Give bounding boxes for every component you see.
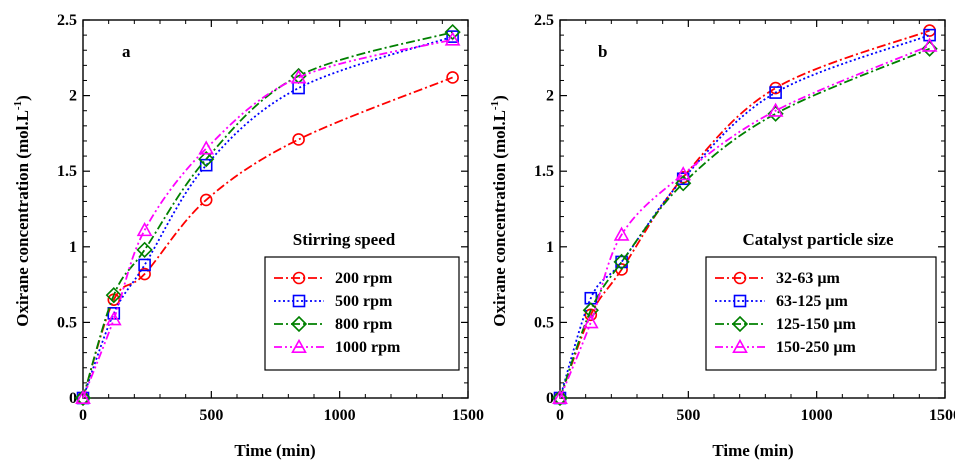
- x-axis-title: Time (min): [712, 441, 793, 460]
- data-point: [75, 389, 91, 405]
- data-point: [552, 389, 568, 405]
- series-line: [559, 44, 930, 399]
- legend-label: 1000 rpm: [335, 339, 401, 356]
- y-tick-label: 1: [546, 239, 554, 256]
- data-point: [199, 193, 213, 207]
- series-line: [82, 31, 453, 399]
- x-tick-label: 0: [79, 407, 87, 424]
- series-line: [82, 76, 453, 399]
- y-tick-label: 0.5: [534, 314, 554, 331]
- x-tick-label: 500: [676, 407, 700, 424]
- data-point: [136, 241, 153, 258]
- data-point: [613, 253, 630, 271]
- legend-label: 150-250 µm: [776, 339, 857, 356]
- legend-title: Catalyst particle size: [742, 230, 894, 249]
- y-axis-title: Oxirane concentration (mol.L-1): [12, 95, 32, 327]
- data-point: [444, 23, 461, 41]
- series-line: [559, 47, 930, 399]
- y-tick-label: 1: [69, 239, 77, 256]
- data-point: [769, 86, 782, 99]
- plot-area: [551, 19, 946, 407]
- x-axis-title: Time (min): [234, 441, 315, 460]
- y-axis-title: Oxirane concentration (mol.L-1): [489, 95, 509, 327]
- data-point: [444, 31, 461, 46]
- data-point: [138, 258, 151, 272]
- legend-marker: [732, 338, 748, 354]
- data-point: [615, 255, 628, 269]
- y-tick-label: 2: [546, 88, 554, 105]
- x-tick-label: 1500: [929, 407, 955, 424]
- legend-label: 32-63 µm: [776, 270, 841, 287]
- data-point: [292, 133, 305, 146]
- axes-frame: [559, 19, 946, 399]
- legend-box: [264, 256, 460, 371]
- data-point: [446, 30, 459, 43]
- x-tick-label: 500: [199, 407, 223, 424]
- data-point: [613, 226, 630, 241]
- series-line: [82, 38, 453, 399]
- plot-area: [74, 19, 469, 407]
- data-point: [767, 102, 784, 117]
- data-point: [675, 175, 692, 192]
- x-tick-label: 1500: [452, 407, 484, 424]
- data-point: [292, 81, 305, 95]
- data-point: [138, 267, 151, 281]
- legend-marker: [731, 315, 749, 333]
- y-tick-label: 2.5: [534, 12, 554, 29]
- tick-labels: 0 500 1000 1500 0 0.5 1 1.5 2 2.5: [534, 12, 955, 424]
- data-point: [74, 389, 92, 407]
- y-tick-label: 1.5: [534, 163, 554, 180]
- legend-marker: [290, 315, 308, 333]
- data-point: [582, 314, 599, 329]
- data-point: [198, 140, 215, 155]
- legend-label: 500 rpm: [335, 293, 393, 310]
- x-tick-label: 0: [556, 407, 564, 424]
- data-point: [136, 222, 153, 237]
- data-point: [105, 287, 122, 304]
- data-point: [921, 37, 938, 52]
- legend-label: 800 rpm: [335, 316, 393, 333]
- chart-panel-a: Oxirane concentration (mol.L-1) Time (mi…: [12, 12, 484, 460]
- panel-label: b: [598, 42, 607, 61]
- legend: 200 rpm 500 rpm 800 rpm 1000 rpm: [264, 256, 460, 371]
- panel-label: a: [122, 42, 131, 61]
- data-point: [675, 166, 692, 181]
- data-point: [198, 150, 215, 168]
- legend-label: 63-125 µm: [776, 293, 849, 310]
- axes-frame: [82, 19, 469, 399]
- chart-panel-b: Oxirane concentration (mol.L-1) Time (mi…: [489, 12, 955, 460]
- legend-label: 200 rpm: [335, 270, 393, 287]
- legend-marker: [733, 271, 747, 285]
- legend-marker: [292, 294, 306, 308]
- x-tick-label: 1000: [801, 407, 833, 424]
- y-tick-label: 1.5: [57, 163, 77, 180]
- data-point: [446, 71, 459, 84]
- x-tick-label: 1000: [324, 407, 356, 424]
- legend-label: 125-150 µm: [776, 316, 857, 333]
- y-tick-label: 0: [69, 390, 77, 407]
- legend-marker: [292, 271, 306, 285]
- y-tick-label: 0.5: [57, 314, 77, 331]
- y-tick-label: 2: [69, 88, 77, 105]
- tick-labels: 0 500 1000 1500 0 0.5 1 1.5 2 2.5: [57, 12, 484, 424]
- y-tick-label: 2.5: [57, 12, 77, 29]
- legend-marker: [733, 294, 747, 308]
- data-point: [105, 311, 122, 326]
- y-tick-label: 0: [546, 390, 554, 407]
- legend-title: Stirring speed: [293, 230, 396, 249]
- legend: 32-63 µm 63-125 µm 125-150 µm 150-250 µm: [705, 256, 937, 371]
- legend-marker: [291, 338, 307, 354]
- data-point: [290, 69, 307, 84]
- data-point: [551, 389, 569, 407]
